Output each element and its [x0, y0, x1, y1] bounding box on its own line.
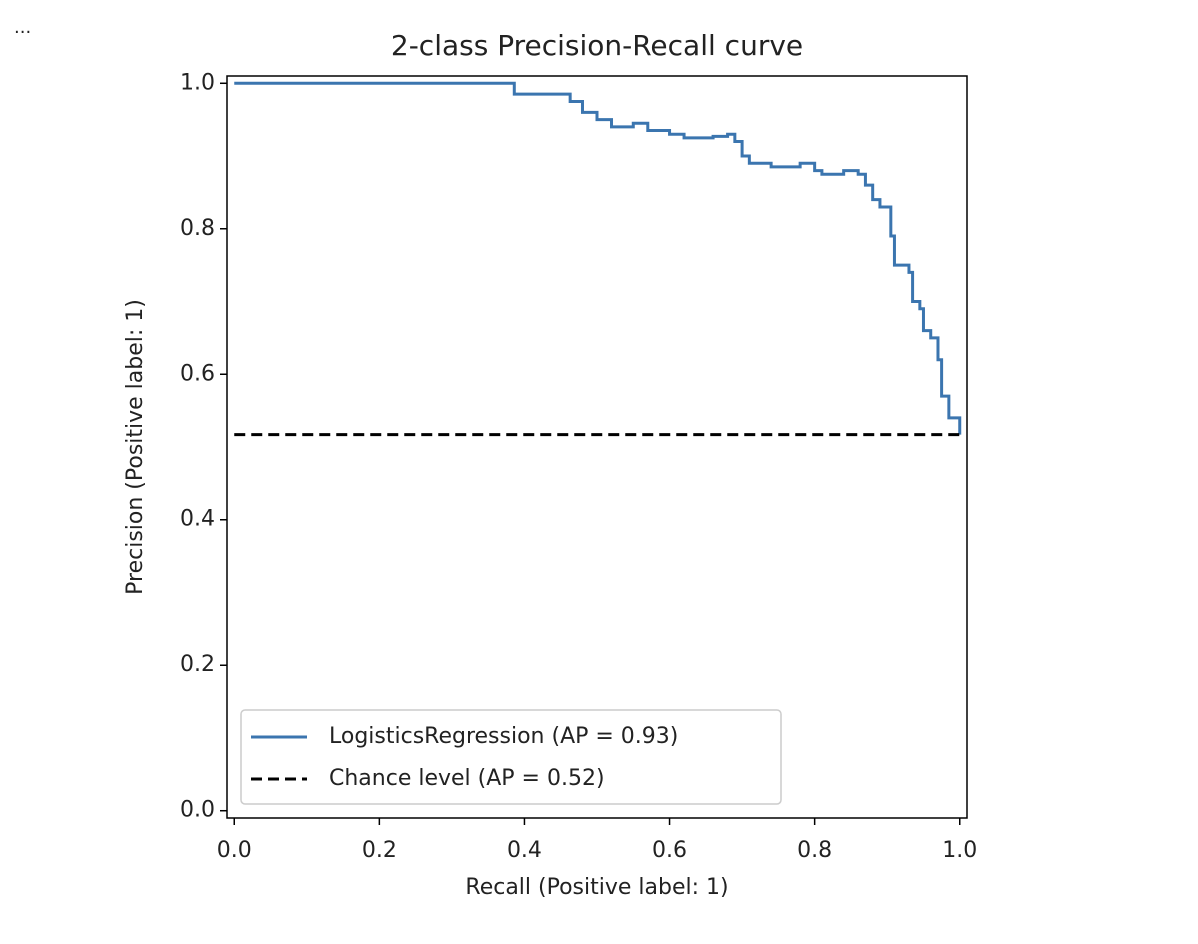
y-tick-label: 0.8 — [180, 216, 215, 241]
x-tick-label: 0.4 — [507, 838, 542, 863]
x-tick-label: 1.0 — [942, 838, 977, 863]
x-axis-label: Recall (Positive label: 1) — [465, 875, 728, 900]
y-tick-label: 1.0 — [180, 70, 215, 95]
x-tick-label: 0.0 — [217, 838, 252, 863]
cell-prompt: ... — [14, 17, 31, 38]
legend-label: LogisticsRegression (AP = 0.93) — [329, 724, 678, 749]
plot-frame — [226, 75, 968, 819]
x-tick-label: 0.2 — [362, 838, 397, 863]
y-axis-label: Precision (Positive label: 1) — [123, 299, 148, 595]
series-line — [234, 81, 962, 435]
y-tick-label: 0.0 — [180, 798, 215, 823]
legend-box — [240, 709, 782, 805]
y-tick-label: 0.2 — [180, 652, 215, 677]
x-tick-label: 0.8 — [797, 838, 832, 863]
y-tick-label: 0.4 — [180, 507, 215, 532]
legend-label: Chance level (AP = 0.52) — [329, 766, 605, 791]
x-tick-label: 0.6 — [652, 838, 687, 863]
chart-title: 2-class Precision-Recall curve — [391, 29, 803, 62]
y-tick-label: 0.6 — [180, 361, 215, 386]
